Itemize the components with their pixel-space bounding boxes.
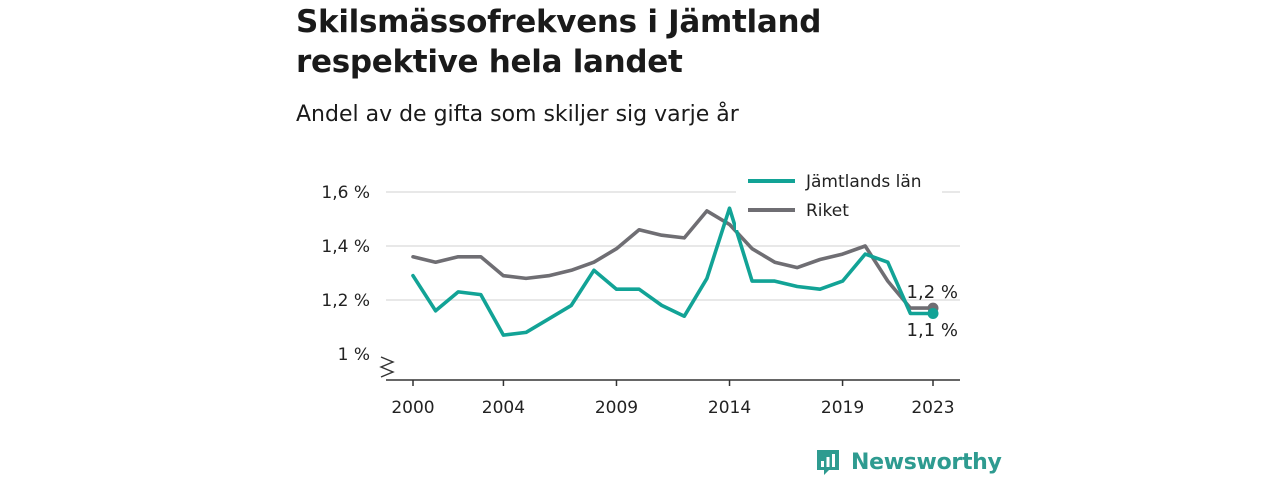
y-tick-label: 1,4 % xyxy=(321,237,370,257)
legend-label: Jämtlands län xyxy=(805,172,922,192)
y-tick-label: 1,6 % xyxy=(321,183,370,203)
legend-box xyxy=(736,164,942,230)
brand-logo: Newsworthy xyxy=(815,446,1002,478)
x-tick-label: 2000 xyxy=(391,398,434,418)
end-labels: 1,1 % 1,2 % xyxy=(907,282,958,341)
line-chart: 1,6 %1,4 %1,2 %1 % 2000 2004 2009 2014 2019 2… xyxy=(321,164,960,418)
x-tick-label: 2004 xyxy=(482,398,525,418)
y-tick-label: 1,2 % xyxy=(321,291,370,311)
x-tick-label: 2009 xyxy=(595,398,638,418)
y-axis-ticks: 1,6 % 1,4 % 1,2 % 1 % xyxy=(321,183,395,378)
end-value-label: 1,2 % xyxy=(907,282,958,303)
x-tick-label: 2014 xyxy=(708,398,751,418)
legend: Jämtlands län Riket xyxy=(736,164,942,230)
series-lines xyxy=(411,206,939,337)
legend-label: Riket xyxy=(806,201,849,221)
bar-chart-bubble-icon xyxy=(817,450,839,475)
x-axis-ticks: 2000 2004 2009 2014 2019 2023 xyxy=(391,380,955,418)
series-line xyxy=(411,206,935,337)
chart-title: Skilsmässofrekvens i Jämtland respektive… xyxy=(296,4,822,80)
y-tick-label: 1 % xyxy=(338,345,370,365)
x-tick-label: 2019 xyxy=(821,398,864,418)
axis-break-icon xyxy=(379,356,395,378)
brand-name: Newsworthy xyxy=(851,449,1002,475)
series-line xyxy=(411,209,935,310)
x-tick-label: 2023 xyxy=(911,398,954,418)
series-end-point xyxy=(927,308,939,319)
end-value-label: 1,1 % xyxy=(907,320,958,341)
chart-subtitle: Andel av de gifta som skiljer sig varje … xyxy=(296,102,739,127)
